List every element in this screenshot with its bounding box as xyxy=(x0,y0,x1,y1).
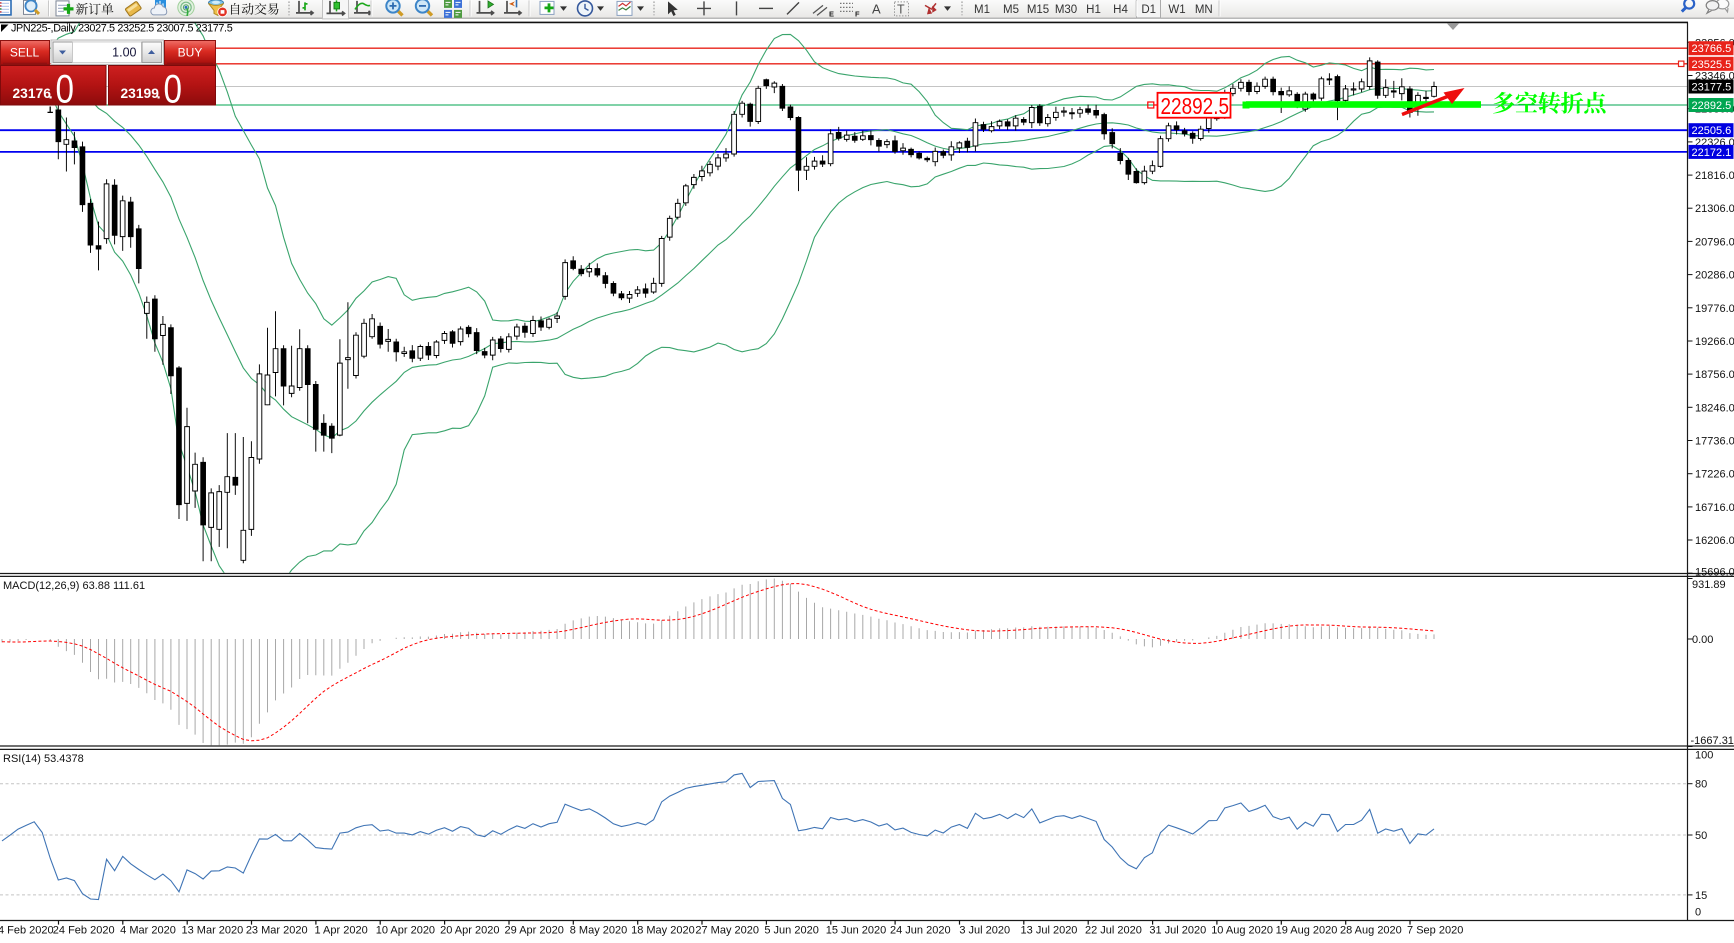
svg-text:21306.0: 21306.0 xyxy=(1695,203,1734,215)
svg-text:16206.0: 16206.0 xyxy=(1695,535,1734,547)
svg-text:.: . xyxy=(49,86,53,103)
svg-text:18 May 2020: 18 May 2020 xyxy=(631,925,695,937)
svg-text:15 Jun 2020: 15 Jun 2020 xyxy=(826,925,887,937)
svg-text:3 Jul 2020: 3 Jul 2020 xyxy=(959,925,1010,937)
svg-text:M1: M1 xyxy=(974,4,990,16)
svg-text:JPN225-,Daily 23027.5 23252.5: JPN225-,Daily 23027.5 23252.5 23007.5 23… xyxy=(11,23,233,35)
svg-text:22892.5: 22892.5 xyxy=(1692,100,1732,112)
svg-text:22172.1: 22172.1 xyxy=(1692,147,1732,159)
svg-text:0: 0 xyxy=(56,68,75,112)
svg-text:SELL: SELL xyxy=(10,46,40,60)
svg-text:18246.0: 18246.0 xyxy=(1695,402,1734,414)
svg-text:H4: H4 xyxy=(1113,4,1128,16)
svg-text:1 Apr 2020: 1 Apr 2020 xyxy=(314,925,367,937)
svg-text:17736.0: 17736.0 xyxy=(1695,436,1734,448)
svg-text:E: E xyxy=(829,9,834,18)
svg-text:15: 15 xyxy=(1695,890,1707,902)
svg-text:M30: M30 xyxy=(1055,4,1077,16)
svg-text:D1: D1 xyxy=(1141,4,1156,16)
svg-text:1.00: 1.00 xyxy=(112,46,136,60)
svg-text:17226.0: 17226.0 xyxy=(1695,469,1734,481)
svg-text:-1667.31: -1667.31 xyxy=(1691,735,1734,747)
svg-text:50: 50 xyxy=(1695,830,1707,842)
svg-text:19 Aug 2020: 19 Aug 2020 xyxy=(1276,925,1338,937)
svg-text:A: A xyxy=(872,1,881,16)
svg-text:BUY: BUY xyxy=(178,46,203,60)
svg-text:23177.5: 23177.5 xyxy=(1692,82,1732,94)
svg-text:0: 0 xyxy=(164,68,183,112)
svg-text:8 May 2020: 8 May 2020 xyxy=(570,925,627,937)
svg-text:15696.0: 15696.0 xyxy=(1695,567,1734,579)
svg-text:H1: H1 xyxy=(1086,4,1101,16)
svg-text:80: 80 xyxy=(1695,779,1707,791)
svg-text:F: F xyxy=(855,9,860,18)
svg-text:23199: 23199 xyxy=(121,86,160,101)
svg-text:4 Feb 2020: 4 Feb 2020 xyxy=(0,925,54,937)
svg-text:23 Mar 2020: 23 Mar 2020 xyxy=(246,925,308,937)
svg-text:31 Jul 2020: 31 Jul 2020 xyxy=(1149,925,1206,937)
svg-text:20 Apr 2020: 20 Apr 2020 xyxy=(440,925,499,937)
svg-text:M5: M5 xyxy=(1003,4,1019,16)
svg-text:RSI(14) 53.4378: RSI(14) 53.4378 xyxy=(3,753,84,765)
svg-text:27 May 2020: 27 May 2020 xyxy=(695,925,759,937)
svg-text:20286.0: 20286.0 xyxy=(1695,270,1734,282)
svg-text:W1: W1 xyxy=(1168,4,1185,16)
svg-text:23176: 23176 xyxy=(13,86,52,101)
svg-text:MN: MN xyxy=(1195,4,1213,16)
svg-text:19776.0: 19776.0 xyxy=(1695,303,1734,315)
svg-text:21816.0: 21816.0 xyxy=(1695,170,1734,182)
svg-text:0: 0 xyxy=(1695,907,1701,919)
svg-text:22505.6: 22505.6 xyxy=(1692,125,1732,137)
svg-text:19266.0: 19266.0 xyxy=(1695,336,1734,348)
svg-text:5 Jun 2020: 5 Jun 2020 xyxy=(764,925,818,937)
svg-text:13 Jul 2020: 13 Jul 2020 xyxy=(1021,925,1078,937)
svg-text:28 Aug 2020: 28 Aug 2020 xyxy=(1340,925,1402,937)
svg-text:18756.0: 18756.0 xyxy=(1695,369,1734,381)
svg-text:22 Jul 2020: 22 Jul 2020 xyxy=(1085,925,1142,937)
svg-text:20796.0: 20796.0 xyxy=(1695,236,1734,248)
svg-text:10 Aug 2020: 10 Aug 2020 xyxy=(1211,925,1273,937)
svg-text:MACD(12,26,9) 63.88 111.61: MACD(12,26,9) 63.88 111.61 xyxy=(3,580,145,592)
svg-text:24 Feb 2020: 24 Feb 2020 xyxy=(53,925,115,937)
svg-text:24 Jun 2020: 24 Jun 2020 xyxy=(890,925,951,937)
svg-text:10 Apr 2020: 10 Apr 2020 xyxy=(376,925,435,937)
svg-text:.: . xyxy=(157,86,161,103)
svg-text:13 Mar 2020: 13 Mar 2020 xyxy=(182,925,244,937)
svg-text:T: T xyxy=(897,2,905,16)
svg-text:931.89: 931.89 xyxy=(1692,579,1726,591)
svg-text:4 Mar 2020: 4 Mar 2020 xyxy=(120,925,176,937)
svg-text:100: 100 xyxy=(1695,750,1713,762)
svg-text:22892.5: 22892.5 xyxy=(1161,93,1230,119)
svg-text:0.00: 0.00 xyxy=(1692,634,1713,646)
svg-text:16716.0: 16716.0 xyxy=(1695,502,1734,514)
svg-text:M15: M15 xyxy=(1027,4,1049,16)
svg-text:7 Sep 2020: 7 Sep 2020 xyxy=(1407,925,1463,937)
svg-text:29 Apr 2020: 29 Apr 2020 xyxy=(505,925,564,937)
svg-text:23525.5: 23525.5 xyxy=(1692,59,1732,71)
svg-text:23766.5: 23766.5 xyxy=(1692,43,1732,55)
